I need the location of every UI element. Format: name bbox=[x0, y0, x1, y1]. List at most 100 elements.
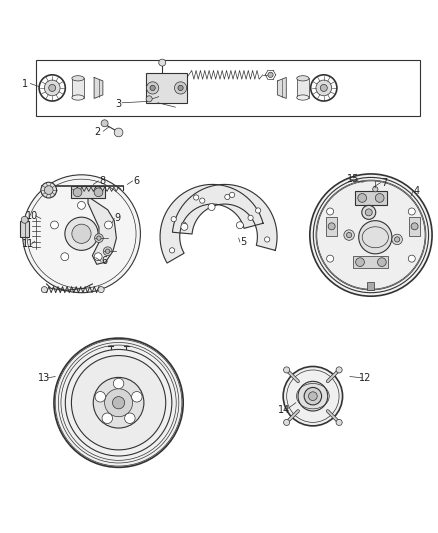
Circle shape bbox=[181, 222, 187, 228]
Circle shape bbox=[61, 253, 69, 261]
Circle shape bbox=[159, 59, 166, 66]
Bar bbox=[353, 256, 389, 268]
Circle shape bbox=[283, 367, 343, 426]
Circle shape bbox=[114, 128, 123, 137]
Polygon shape bbox=[88, 197, 117, 264]
Ellipse shape bbox=[72, 95, 84, 100]
Circle shape bbox=[22, 175, 141, 293]
Circle shape bbox=[21, 216, 28, 223]
Circle shape bbox=[95, 392, 106, 402]
Circle shape bbox=[41, 182, 57, 198]
Circle shape bbox=[131, 392, 142, 402]
Ellipse shape bbox=[72, 76, 84, 81]
Circle shape bbox=[336, 419, 342, 425]
Circle shape bbox=[113, 378, 124, 389]
Circle shape bbox=[105, 389, 133, 417]
Circle shape bbox=[346, 232, 352, 238]
Circle shape bbox=[237, 222, 244, 229]
Circle shape bbox=[71, 356, 166, 450]
Bar bbox=[20, 221, 29, 237]
Text: 3: 3 bbox=[116, 99, 122, 109]
Circle shape bbox=[101, 120, 108, 127]
Circle shape bbox=[200, 198, 205, 203]
Circle shape bbox=[194, 195, 199, 200]
Circle shape bbox=[44, 185, 53, 195]
Circle shape bbox=[72, 224, 91, 244]
Circle shape bbox=[73, 188, 82, 197]
Circle shape bbox=[106, 249, 110, 253]
Circle shape bbox=[44, 80, 60, 96]
Text: 7: 7 bbox=[381, 177, 387, 188]
Text: 8: 8 bbox=[99, 176, 105, 186]
Circle shape bbox=[392, 234, 403, 245]
Text: 1: 1 bbox=[22, 78, 28, 88]
Circle shape bbox=[375, 193, 384, 203]
Circle shape bbox=[373, 187, 378, 192]
Circle shape bbox=[298, 381, 328, 411]
Circle shape bbox=[411, 223, 418, 230]
Circle shape bbox=[98, 287, 104, 293]
Ellipse shape bbox=[297, 76, 309, 81]
Circle shape bbox=[248, 215, 253, 221]
Circle shape bbox=[125, 413, 135, 424]
Circle shape bbox=[113, 397, 125, 409]
Circle shape bbox=[358, 193, 367, 203]
Circle shape bbox=[408, 255, 415, 262]
Circle shape bbox=[95, 234, 103, 243]
Circle shape bbox=[171, 216, 177, 222]
Text: 6: 6 bbox=[102, 256, 108, 266]
Circle shape bbox=[174, 82, 187, 94]
Circle shape bbox=[170, 248, 175, 253]
Text: 4: 4 bbox=[413, 187, 420, 196]
Circle shape bbox=[328, 223, 335, 230]
Text: 10: 10 bbox=[26, 211, 38, 221]
Bar bbox=[410, 217, 420, 236]
Circle shape bbox=[102, 413, 113, 424]
Circle shape bbox=[378, 258, 386, 266]
Circle shape bbox=[255, 208, 261, 213]
Circle shape bbox=[408, 208, 415, 215]
Circle shape bbox=[316, 80, 332, 96]
Text: 6: 6 bbox=[133, 176, 139, 186]
Polygon shape bbox=[173, 184, 277, 251]
Circle shape bbox=[268, 72, 273, 77]
Bar bbox=[297, 78, 309, 98]
Ellipse shape bbox=[297, 95, 309, 100]
Circle shape bbox=[225, 195, 230, 199]
Text: 5: 5 bbox=[240, 237, 247, 247]
Text: 15: 15 bbox=[347, 174, 360, 184]
Circle shape bbox=[344, 230, 354, 240]
Circle shape bbox=[54, 338, 183, 467]
Circle shape bbox=[178, 85, 183, 91]
Text: 9: 9 bbox=[115, 214, 121, 223]
Circle shape bbox=[39, 75, 65, 101]
Polygon shape bbox=[94, 77, 103, 99]
Polygon shape bbox=[160, 184, 263, 263]
Bar bbox=[367, 282, 374, 289]
Text: 13: 13 bbox=[38, 373, 50, 383]
Circle shape bbox=[93, 377, 144, 428]
Circle shape bbox=[311, 75, 337, 101]
Circle shape bbox=[310, 174, 432, 296]
Circle shape bbox=[65, 217, 98, 251]
Circle shape bbox=[317, 181, 425, 289]
Circle shape bbox=[105, 221, 113, 229]
Bar bbox=[326, 217, 337, 236]
Circle shape bbox=[362, 205, 376, 220]
Circle shape bbox=[41, 287, 47, 293]
Circle shape bbox=[356, 258, 364, 266]
Circle shape bbox=[49, 84, 56, 92]
Bar bbox=[146, 73, 187, 103]
Text: 11: 11 bbox=[21, 239, 34, 249]
Circle shape bbox=[94, 253, 102, 261]
Text: 2: 2 bbox=[95, 127, 101, 137]
Circle shape bbox=[78, 201, 85, 209]
Circle shape bbox=[327, 255, 334, 262]
Circle shape bbox=[230, 192, 235, 198]
Circle shape bbox=[150, 85, 155, 91]
Bar bbox=[35, 60, 420, 116]
Bar bbox=[355, 191, 387, 205]
Circle shape bbox=[359, 221, 392, 254]
Circle shape bbox=[320, 84, 327, 92]
Circle shape bbox=[146, 96, 152, 102]
